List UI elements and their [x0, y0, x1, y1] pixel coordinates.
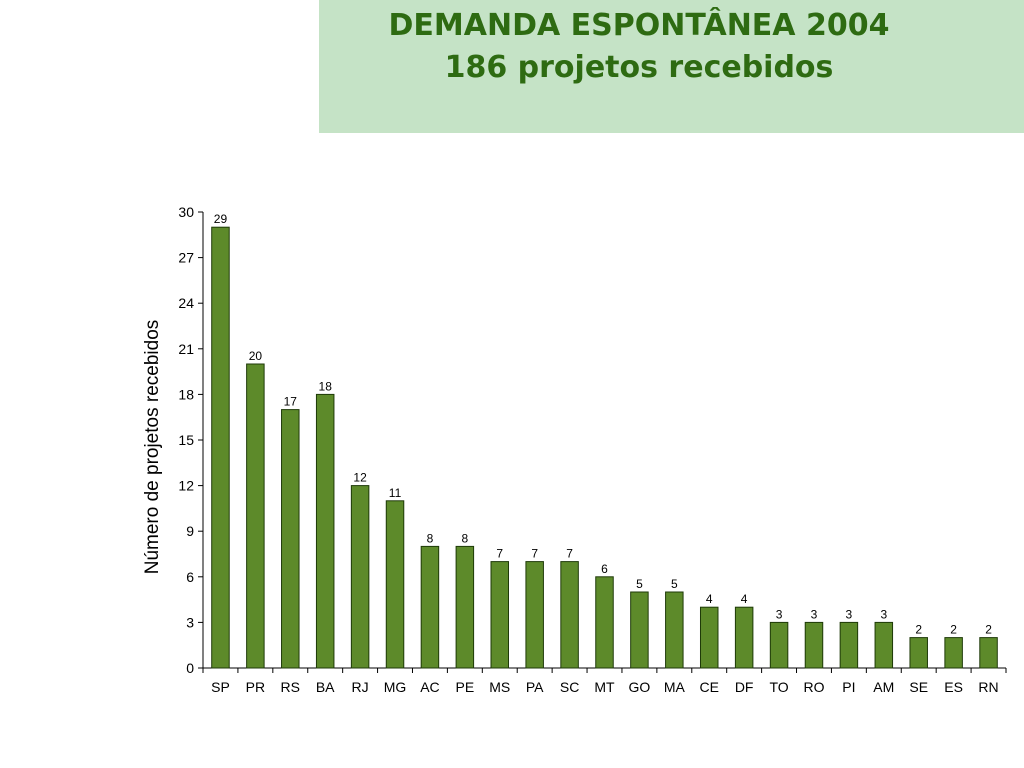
y-tick-label: 15: [178, 432, 194, 448]
chart-title-line2: 186 projetos recebidos: [444, 50, 834, 85]
data-label-ma: 5: [671, 577, 678, 591]
x-tick-label-es: ES: [944, 679, 963, 695]
bar-ms: [490, 561, 510, 669]
data-label-rn: 2: [985, 623, 992, 637]
bars: [211, 226, 998, 669]
y-tick-label: 30: [178, 204, 194, 220]
x-tick-label-ma: MA: [664, 679, 686, 695]
y-axis-ticks: 0 3 6 9 12 15 18 21 24 27 30: [178, 204, 203, 676]
x-tick-label-ba: BA: [316, 679, 335, 695]
bar-ac: [420, 545, 440, 669]
data-label-mg: 11: [389, 486, 402, 500]
data-label-ce: 4: [706, 592, 713, 606]
bar-go: [630, 591, 649, 669]
x-tick-label-sp: SP: [211, 679, 230, 695]
x-tick-label-go: GO: [629, 679, 651, 695]
data-label-go: 5: [636, 577, 643, 591]
bar-rn: [979, 637, 998, 669]
data-label-ba: 18: [319, 379, 333, 393]
bar-rs: [281, 409, 300, 669]
data-label-to: 3: [776, 607, 783, 621]
x-tick-label-ce: CE: [700, 679, 719, 695]
x-tick-label-se: SE: [909, 679, 928, 695]
data-label-pe: 8: [462, 531, 469, 545]
bar-ce: [699, 606, 719, 669]
bar-df: [734, 606, 754, 669]
data-label-sp: 29: [214, 212, 228, 226]
y-tick-label: 27: [178, 250, 194, 266]
data-label-es: 2: [950, 623, 957, 637]
data-labels: 29 20 17 18 12 11 8 8 7 7 7 6 5 5 4 4 3 3 3 3 2 2 2: [214, 212, 992, 636]
bar-ma: [665, 591, 684, 669]
x-tick-label-df: DF: [735, 679, 754, 695]
data-label-ms: 7: [496, 547, 503, 561]
x-tick-label-pa: PA: [526, 679, 544, 695]
x-tick-label-ro: RO: [803, 679, 824, 695]
y-tick-label: 6: [186, 569, 194, 585]
bar-sc: [560, 561, 579, 669]
bar-es: [944, 637, 963, 669]
y-tick-label: 12: [178, 478, 194, 494]
bar-sp: [211, 226, 230, 669]
data-label-pi: 3: [846, 607, 853, 621]
bar-am: [874, 621, 894, 669]
bar-pa: [525, 561, 544, 669]
data-label-ac: 8: [427, 531, 434, 545]
data-label-pr: 20: [249, 349, 263, 363]
bar-ba: [315, 393, 335, 669]
x-tick-label-pe: PE: [456, 679, 475, 695]
x-tick-label-rj: RJ: [352, 679, 369, 695]
x-tick-label-am: AM: [873, 679, 894, 695]
data-label-sc: 7: [566, 547, 573, 561]
bar-pe: [455, 545, 475, 669]
y-tick-label: 18: [178, 386, 194, 402]
bar-ro: [804, 621, 824, 669]
bar-se: [909, 637, 928, 669]
y-tick-label: 21: [178, 341, 194, 357]
bar-pr: [246, 363, 265, 669]
bar-rj: [350, 485, 370, 669]
bar-mt: [595, 576, 614, 669]
bar-pi: [839, 621, 859, 669]
x-tick-label-rs: RS: [281, 679, 300, 695]
chart-title-line1: DEMANDA ESPONTÂNEA 2004: [388, 8, 890, 43]
y-tick-label: 24: [178, 295, 194, 311]
data-label-se: 2: [915, 623, 922, 637]
y-tick-label: 3: [186, 614, 194, 630]
bar-mg: [385, 500, 405, 669]
x-tick-label-mg: MG: [384, 679, 407, 695]
data-label-df: 4: [741, 592, 748, 606]
x-tick-label-sc: SC: [560, 679, 579, 695]
x-tick-label-to: TO: [769, 679, 788, 695]
y-tick-label: 0: [186, 660, 194, 676]
title-banner: DEMANDA ESPONTÂNEA 2004 186 projetos rec…: [319, 0, 1024, 133]
data-label-am: 3: [880, 607, 887, 621]
data-label-mt: 6: [601, 562, 608, 576]
data-label-pa: 7: [531, 547, 538, 561]
y-tick-label: 9: [186, 523, 194, 539]
x-tick-label-ac: AC: [420, 679, 439, 695]
x-axis-ticks: SP PR RS BA RJ MG AC PE MS PA SC MT GO MA CE DF TO RO PI AM…: [202, 668, 1007, 695]
data-label-rs: 17: [284, 395, 298, 409]
y-axis-title: Número de projetos recebidos: [142, 320, 163, 575]
x-tick-label-mt: MT: [594, 679, 615, 695]
x-tick-label-pi: PI: [842, 679, 855, 695]
x-tick-label-pr: PR: [246, 679, 265, 695]
bar-to: [769, 621, 789, 669]
x-tick-label-ms: MS: [489, 679, 510, 695]
data-label-rj: 12: [353, 471, 367, 485]
x-tick-label-rn: RN: [978, 679, 998, 695]
data-label-ro: 3: [811, 607, 818, 621]
